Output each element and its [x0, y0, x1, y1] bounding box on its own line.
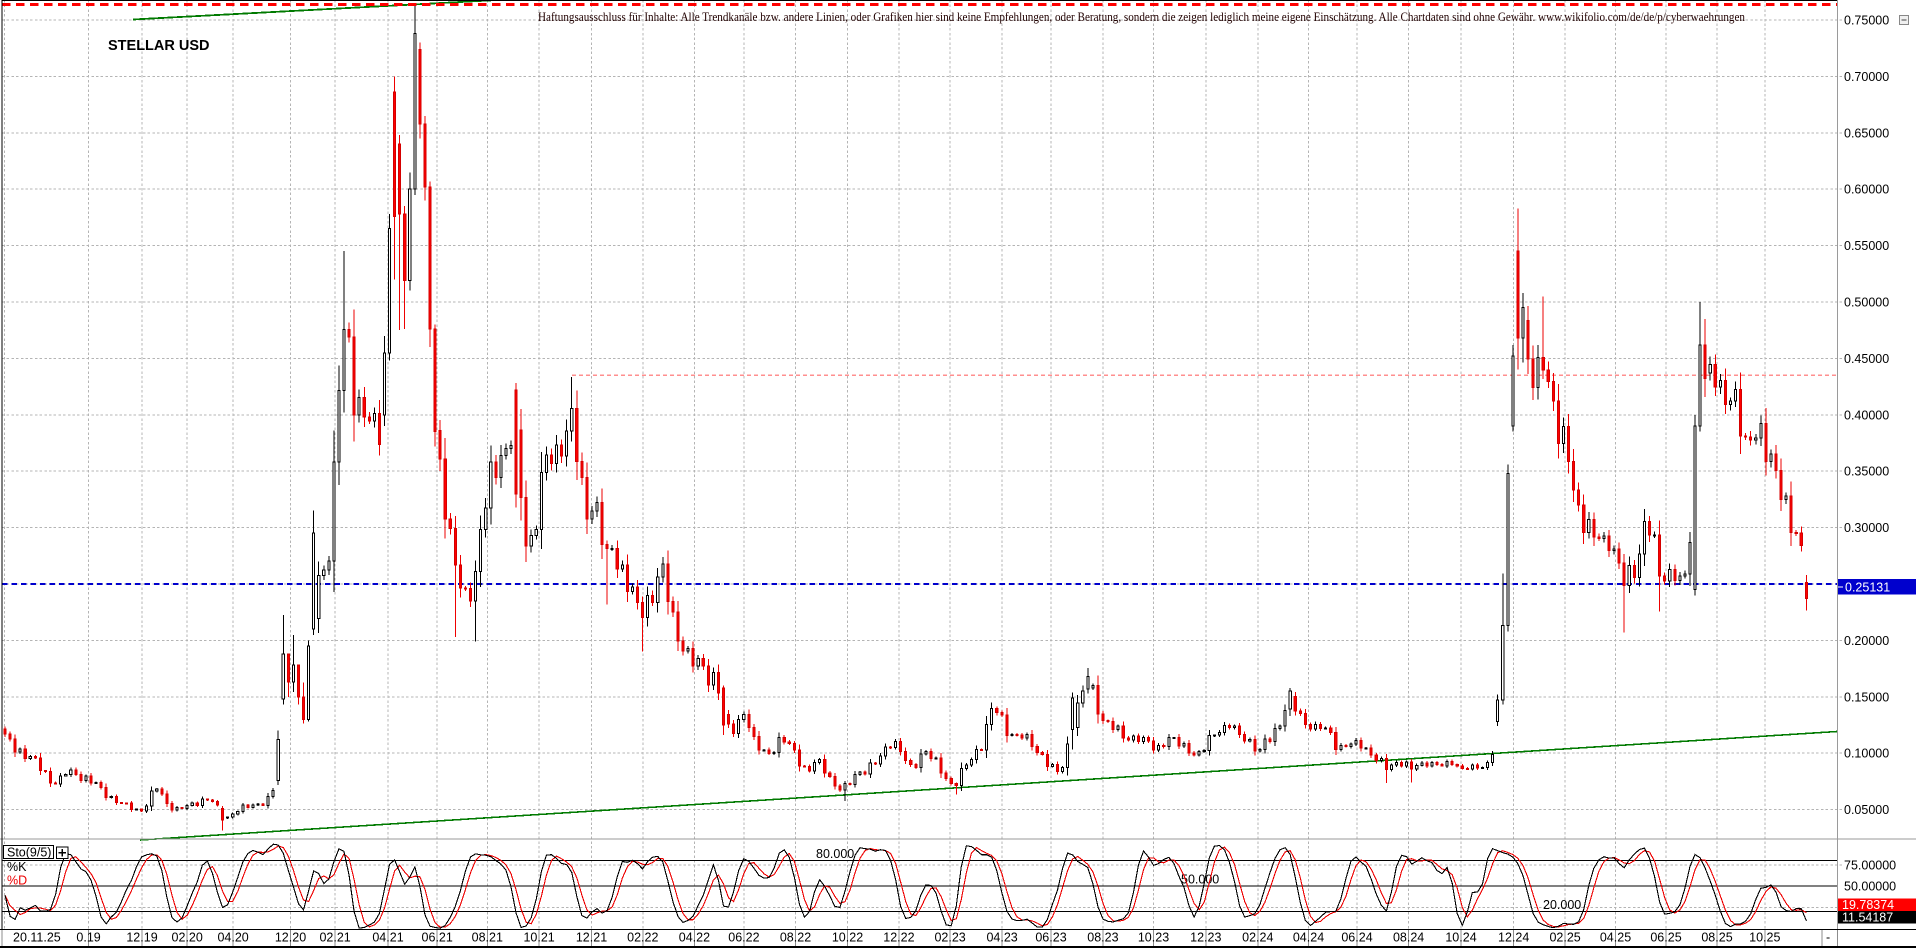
svg-text:04.20: 04.20: [217, 931, 248, 945]
svg-text:10.22: 10.22: [832, 931, 863, 945]
svg-text:0.10000: 0.10000: [1844, 747, 1889, 761]
svg-text:50.000: 50.000: [1181, 873, 1219, 887]
svg-text:12.20: 12.20: [275, 931, 306, 945]
svg-text:20.11.25: 20.11.25: [13, 931, 61, 945]
svg-text:0.35000: 0.35000: [1844, 465, 1889, 479]
svg-text:04.21: 04.21: [372, 931, 403, 945]
svg-text:06.24: 06.24: [1341, 931, 1372, 945]
svg-text:0.50000: 0.50000: [1844, 296, 1889, 310]
svg-text:20.000: 20.000: [1543, 898, 1581, 912]
svg-text:0.20000: 0.20000: [1844, 634, 1889, 648]
svg-text:02.20: 02.20: [172, 931, 203, 945]
svg-text:19.78374: 19.78374: [1842, 898, 1894, 912]
svg-text:-: -: [1826, 931, 1830, 945]
svg-text:02.23: 02.23: [934, 931, 965, 945]
svg-text:06.22: 06.22: [728, 931, 759, 945]
svg-text:0.55000: 0.55000: [1844, 239, 1889, 253]
svg-text:50.00000: 50.00000: [1844, 880, 1896, 894]
svg-text:Sto(9/5): Sto(9/5): [7, 846, 51, 860]
svg-text:0.70000: 0.70000: [1844, 70, 1889, 84]
svg-text:04.22: 04.22: [679, 931, 710, 945]
svg-text:%K: %K: [7, 860, 27, 874]
svg-text:12.22: 12.22: [883, 931, 914, 945]
svg-text:0.75000: 0.75000: [1844, 14, 1889, 28]
svg-text:06.25: 06.25: [1650, 931, 1681, 945]
svg-text:02.25: 02.25: [1549, 931, 1580, 945]
svg-text:12.21: 12.21: [576, 931, 607, 945]
svg-text:0.60000: 0.60000: [1844, 183, 1889, 197]
svg-text:02.24: 02.24: [1242, 931, 1273, 945]
svg-text:80.000: 80.000: [816, 847, 854, 861]
svg-text:08.23: 08.23: [1087, 931, 1118, 945]
svg-text:0.05000: 0.05000: [1844, 803, 1889, 817]
svg-text:0.15000: 0.15000: [1844, 690, 1889, 704]
svg-text:10.25: 10.25: [1749, 931, 1780, 945]
svg-text:10.23: 10.23: [1138, 931, 1169, 945]
svg-text:04.24: 04.24: [1293, 931, 1324, 945]
svg-text:0.65000: 0.65000: [1844, 126, 1889, 140]
svg-text:12.19: 12.19: [126, 931, 157, 945]
svg-text:02.22: 02.22: [627, 931, 658, 945]
svg-text:10.21: 10.21: [523, 931, 554, 945]
svg-text:%D: %D: [7, 874, 27, 888]
svg-text:08.21: 08.21: [472, 931, 503, 945]
svg-text:12.23: 12.23: [1190, 931, 1221, 945]
svg-text:08.24: 08.24: [1393, 931, 1424, 945]
svg-text:06.21: 06.21: [422, 931, 453, 945]
svg-text:11.54187: 11.54187: [1842, 911, 1893, 925]
svg-text:0.45000: 0.45000: [1844, 352, 1889, 366]
svg-text:02.21: 02.21: [319, 931, 350, 945]
svg-text:0.25131: 0.25131: [1845, 581, 1890, 595]
svg-text:0.30000: 0.30000: [1844, 521, 1889, 535]
svg-text:04.23: 04.23: [986, 931, 1017, 945]
svg-text:04.25: 04.25: [1600, 931, 1631, 945]
svg-text:10.24: 10.24: [1445, 931, 1476, 945]
svg-text:0.40000: 0.40000: [1844, 408, 1889, 422]
svg-text:STELLAR USD: STELLAR USD: [108, 38, 210, 54]
svg-text:Haftungsausschluss für Inhalte: Haftungsausschluss für Inhalte: Alle Tre…: [538, 10, 1745, 24]
svg-text:06.23: 06.23: [1035, 931, 1066, 945]
svg-text:75.00000: 75.00000: [1844, 859, 1896, 873]
svg-text:08.22: 08.22: [780, 931, 811, 945]
svg-text:0.19: 0.19: [76, 931, 100, 945]
svg-text:08.25: 08.25: [1701, 931, 1732, 945]
svg-text:12.24: 12.24: [1498, 931, 1529, 945]
